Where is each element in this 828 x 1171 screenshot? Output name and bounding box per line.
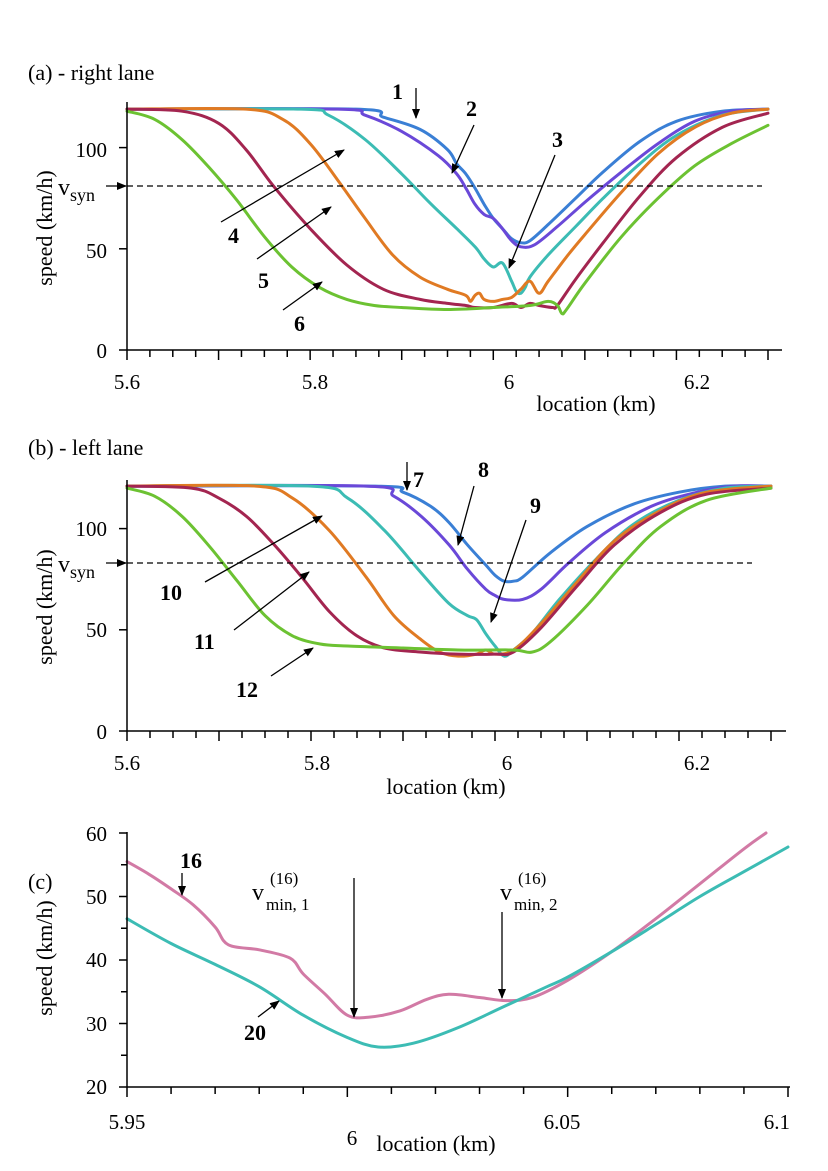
panel-a-xtick-6: 6 bbox=[504, 370, 515, 394]
panel-a: (a) - right lane 100 50 0 5.6 5.8 6 6.2 … bbox=[28, 60, 782, 416]
label-12: 12 bbox=[236, 677, 258, 702]
panel-b: (b) - left lane 100 50 0 5.6 5.8 6 6.2 l… bbox=[28, 435, 786, 799]
label-7: 7 bbox=[413, 467, 424, 492]
label-16: 16 bbox=[180, 848, 202, 873]
panel-b-series-12-line bbox=[125, 486, 773, 654]
panel-a-title: (a) - right lane bbox=[28, 60, 154, 85]
panel-b-xtick-6: 6 bbox=[502, 751, 513, 775]
panel-a-series-4-line bbox=[125, 106, 770, 303]
label-5: 5 bbox=[258, 268, 269, 293]
panel-a-xtick-5.6: 5.6 bbox=[114, 370, 140, 394]
panel-a-lines bbox=[125, 106, 770, 316]
panel-a-series-2-line bbox=[125, 107, 770, 249]
panel-c-ticks bbox=[119, 832, 789, 1097]
panel-c-ytick-60: 60 bbox=[86, 822, 107, 846]
panel-a-xtick-6.2: 6.2 bbox=[684, 370, 710, 394]
panel-c-xtick-5.95: 5.95 bbox=[109, 1110, 146, 1134]
panel-a-series-6-line bbox=[125, 109, 770, 316]
annotation-vmin1-sub: min, 1 bbox=[266, 895, 309, 914]
arrow-11 bbox=[233, 571, 310, 631]
label-11: 11 bbox=[194, 629, 215, 654]
arrow-9 bbox=[490, 519, 527, 623]
panel-c-xtick-6: 6 bbox=[347, 1126, 358, 1150]
label-20: 20 bbox=[244, 1020, 266, 1045]
panel-a-xtick-5.8: 5.8 bbox=[302, 370, 328, 394]
panel-b-lines bbox=[125, 483, 773, 658]
panel-c-series-16-line bbox=[125, 831, 768, 1020]
panel-a-xlabel: location (km) bbox=[536, 391, 655, 416]
panel-a-vsyn-text: vsyn bbox=[58, 175, 95, 205]
panel-c-xlabel: location (km) bbox=[376, 1131, 495, 1156]
panel-c-ylabel: speed (km/h) bbox=[32, 900, 57, 1015]
panel-b-xtick-5.6: 5.6 bbox=[114, 751, 140, 775]
panel-a-ticks bbox=[119, 146, 769, 360]
panel-a-ylabel: speed (km/h) bbox=[32, 170, 57, 285]
annotation-vmin1-base: v bbox=[252, 880, 264, 906]
label-6: 6 bbox=[294, 311, 305, 336]
panel-b-ylabel: speed (km/h) bbox=[32, 549, 57, 664]
panel-b-xtick-5.8: 5.8 bbox=[304, 751, 330, 775]
panel-b-ytick-0: 0 bbox=[97, 720, 108, 744]
arrow-3 bbox=[508, 154, 556, 269]
annotation-vmin1-sup: (16) bbox=[270, 869, 298, 888]
annotation-vmin1: v (16) min, 1 bbox=[252, 869, 358, 1018]
panel-c-xtick-6.1: 6.1 bbox=[764, 1110, 790, 1134]
panel-c-ytick-20: 20 bbox=[86, 1075, 107, 1099]
label-4: 4 bbox=[228, 223, 239, 248]
arrow-2 bbox=[451, 124, 475, 174]
label-10: 10 bbox=[160, 580, 182, 605]
panel-a-ytick-0: 0 bbox=[97, 339, 108, 363]
arrow-10 bbox=[204, 515, 323, 583]
panel-b-vsyn-label: vsyn bbox=[58, 552, 127, 582]
panel-b-ytick-50: 50 bbox=[86, 618, 107, 642]
panel-b-ticks bbox=[119, 527, 772, 741]
panel-b-series-9-line bbox=[125, 483, 773, 658]
panel-b-series-10-line bbox=[125, 483, 773, 658]
panel-b-series-11-line bbox=[125, 484, 773, 657]
label-1: 1 bbox=[392, 79, 403, 104]
panel-a-series-1-line bbox=[125, 107, 770, 245]
panel-c-series-20-line bbox=[125, 845, 790, 1049]
panel-c: (c) 60 50 40 30 20 5.95 6 6.05 6.1 locat… bbox=[28, 822, 790, 1156]
panel-c-xtick-6.05: 6.05 bbox=[544, 1110, 581, 1134]
panel-a-series-3-line bbox=[125, 107, 770, 296]
label-3: 3 bbox=[552, 127, 563, 152]
panel-b-xtick-6.2: 6.2 bbox=[684, 751, 710, 775]
label-9: 9 bbox=[530, 493, 541, 518]
panel-b-series-7-line bbox=[125, 484, 773, 584]
panel-c-lines bbox=[125, 831, 790, 1049]
panel-b-xlabel: location (km) bbox=[386, 774, 505, 799]
panel-c-ytick-30: 30 bbox=[86, 1012, 107, 1036]
panel-b-vsyn-text: vsyn bbox=[58, 552, 95, 582]
panel-b-title: (b) - left lane bbox=[28, 435, 143, 460]
panel-b-ytick-100: 100 bbox=[76, 517, 108, 541]
arrow-5 bbox=[256, 206, 332, 260]
panel-a-ytick-100: 100 bbox=[76, 138, 108, 162]
arrow-12 bbox=[270, 647, 314, 677]
annotation-vmin2-sub: min, 2 bbox=[514, 895, 557, 914]
panel-a-ytick-50: 50 bbox=[86, 239, 107, 263]
arrow-8 bbox=[456, 485, 475, 546]
label-2: 2 bbox=[466, 96, 477, 121]
annotation-vmin2: v (16) min, 2 bbox=[498, 869, 557, 999]
panel-c-title: (c) bbox=[28, 869, 52, 894]
label-8: 8 bbox=[478, 457, 489, 482]
panel-c-ytick-50: 50 bbox=[86, 885, 107, 909]
arrow-4 bbox=[220, 149, 345, 223]
panel-a-vsyn-label: vsyn bbox=[58, 175, 127, 205]
arrow-20 bbox=[257, 1000, 280, 1018]
panel-c-ytick-40: 40 bbox=[86, 948, 107, 972]
arrow-6 bbox=[282, 281, 323, 311]
annotation-vmin2-base: v bbox=[500, 880, 512, 906]
annotation-vmin2-sup: (16) bbox=[518, 869, 546, 888]
